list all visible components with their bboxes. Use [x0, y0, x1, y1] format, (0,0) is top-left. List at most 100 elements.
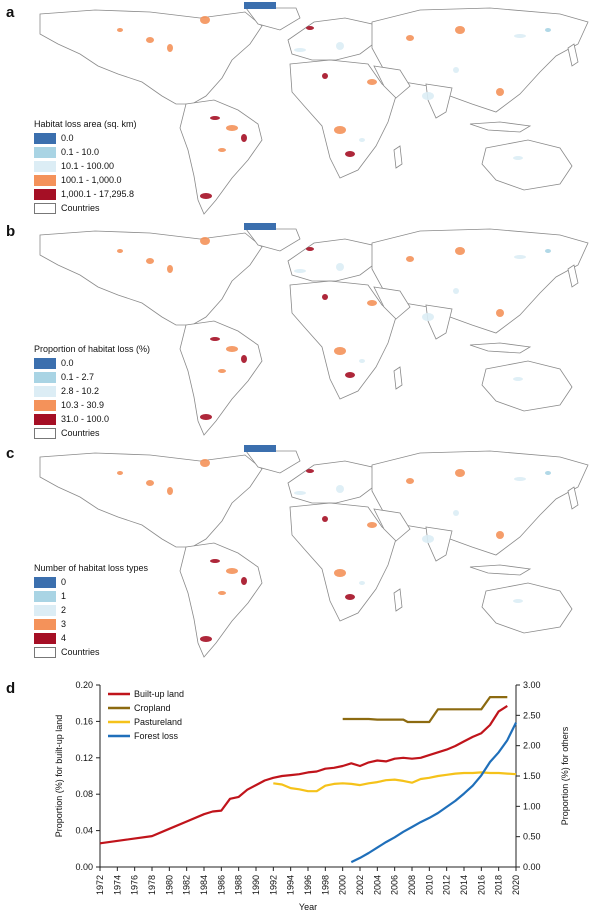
y-tick-label-left: 0.20 [75, 680, 93, 690]
legend-swatch [34, 399, 56, 411]
madagascar [393, 366, 403, 390]
legend-swatch [34, 188, 56, 200]
y-tick-label-left: 0.16 [75, 716, 93, 726]
legend-row: 1 [34, 589, 148, 603]
line-chart: 0.00 0.04 0.08 0.12 0.16 0.20 0.00 0.50 1.00 1.50… [54, 680, 570, 912]
legend-swatch [34, 357, 56, 369]
habitat-patch [453, 67, 459, 73]
y-tick-label-left: 0.04 [75, 826, 93, 836]
arabia [373, 508, 411, 542]
australia [481, 360, 573, 412]
x-tick-label: 1978 [147, 875, 157, 895]
greenland [245, 450, 301, 474]
legend-label: 100.1 - 1,000.0 [61, 175, 122, 185]
madagascar [393, 145, 403, 169]
habitat-patch [453, 510, 459, 516]
africa [289, 280, 397, 400]
legend-title-a: Habitat loss area (sq. km) [34, 119, 137, 129]
y-tick-label-right: 0.50 [523, 832, 541, 842]
left-y-axis-title: Proportion (%) for built-up land [54, 715, 64, 838]
madagascar [393, 588, 403, 612]
greenland [245, 228, 301, 252]
south-america [179, 99, 263, 215]
x-tick-label: 1994 [286, 875, 296, 895]
legend-label: 3 [61, 619, 67, 629]
australia [481, 582, 573, 634]
y-tick-label-left: 0.12 [75, 753, 93, 763]
legend-swatch [34, 385, 56, 397]
habitat-patch [218, 369, 226, 373]
legend-b: Proportion of habitat loss (%) 0.0 0.1 -… [34, 344, 150, 440]
x-tick-label: 1976 [130, 875, 140, 895]
legend-label: 1 [61, 591, 67, 601]
series-line-forest-loss [350, 722, 517, 864]
habitat-patch [406, 478, 414, 484]
legend-label: 10.1 - 100.00 [61, 161, 115, 171]
legend-row: 2.8 - 10.2 [34, 384, 150, 398]
legend-swatch-countries [34, 646, 56, 658]
legend-row: 0.0 [34, 356, 150, 370]
legend-swatch [34, 132, 56, 144]
habitat-patch [322, 294, 328, 300]
habitat-patch [200, 636, 212, 642]
habitat-patch [210, 559, 220, 563]
map-panel-c: c Number of habitat loss types 0 1 2 3 4… [0, 443, 600, 665]
habitat-loss-patches [117, 459, 551, 642]
asia [371, 7, 589, 113]
legend-row-countries: Countries [34, 201, 137, 215]
australia [481, 139, 573, 191]
series-line-pastureland [273, 771, 517, 793]
legend-row-countries: Countries [34, 426, 150, 440]
habitat-patch [146, 258, 154, 264]
y-tick-label-right: 3.00 [523, 680, 541, 690]
x-tick-label: 2002 [355, 875, 365, 895]
indonesia [469, 564, 532, 576]
chart-legend: Built-up land Cropland Pastureland Forest l… [108, 689, 184, 741]
habitat-patch [218, 148, 226, 152]
habitat-patch [455, 247, 465, 255]
x-tick-label: 1980 [164, 875, 174, 895]
africa [289, 502, 397, 622]
legend-row: 4 [34, 631, 148, 645]
y-tick-label-left: 0.00 [75, 862, 93, 872]
legend-label: 2 [61, 605, 67, 615]
habitat-patch [294, 48, 306, 52]
legend-row: 2 [34, 603, 148, 617]
x-tick-label: 2012 [442, 875, 452, 895]
habitat-patch [241, 577, 247, 585]
map-panel-a: a Habitat loss area (sq. km) 0.0 0.1 - 1… [0, 0, 600, 220]
legend-label: Pastureland [134, 717, 182, 727]
south-america [179, 320, 263, 436]
x-tick-label: 2018 [494, 875, 504, 895]
panel-label-a: a [6, 4, 15, 21]
panel-label-c: c [6, 445, 15, 462]
habitat-patch [367, 522, 377, 528]
south-america [179, 542, 263, 658]
habitat-patch [513, 599, 523, 603]
habitat-patch [167, 487, 173, 495]
legend-label: 4 [61, 633, 67, 643]
legend-swatch-countries [34, 202, 56, 214]
habitat-patch [345, 594, 355, 600]
legend-row: 31.0 - 100.0 [34, 412, 150, 426]
x-tick-label: 1988 [234, 875, 244, 895]
asia [371, 228, 589, 334]
legend-label: 10.3 - 30.9 [61, 400, 105, 410]
legend-label: 1,000.1 - 17,295.8 [61, 189, 135, 199]
legend-label: 31.0 - 100.0 [61, 414, 110, 424]
habitat-patch [359, 359, 365, 363]
x-tick-label: 1990 [251, 875, 261, 895]
habitat-patch [455, 469, 465, 477]
legend-row: 10.3 - 30.9 [34, 398, 150, 412]
habitat-patch [200, 414, 212, 420]
x-tick-label: 2010 [424, 875, 434, 895]
legend-label: 0.0 [61, 133, 74, 143]
habitat-patch [200, 459, 210, 467]
greenland-patch [244, 445, 276, 452]
africa [289, 59, 397, 179]
habitat-patch [367, 300, 377, 306]
india [425, 526, 453, 562]
habitat-patch [306, 26, 314, 30]
y-tick-label-right: 2.50 [523, 710, 541, 720]
panel-label-d: d [6, 680, 16, 697]
